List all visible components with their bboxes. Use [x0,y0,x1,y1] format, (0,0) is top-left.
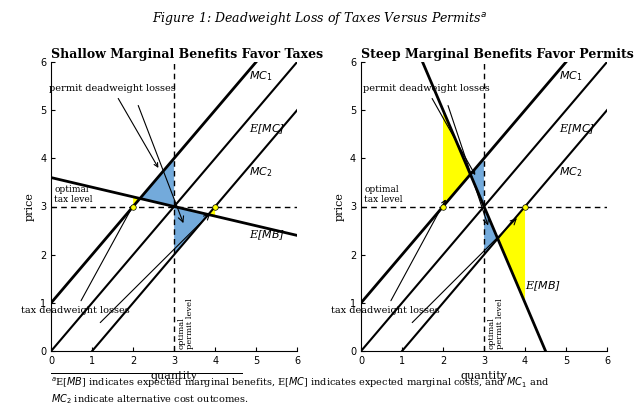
Text: permit deadweight losses: permit deadweight losses [49,84,176,167]
Text: E[$MC$]: E[$MC$] [558,122,595,136]
Y-axis label: price: price [334,192,344,221]
X-axis label: quantity: quantity [461,371,507,382]
Text: optimal
tax level: optimal tax level [54,185,93,204]
Text: tax deadweight losses: tax deadweight losses [331,200,445,315]
Text: permit deadweight losses: permit deadweight losses [363,84,490,174]
Text: $MC_1$: $MC_1$ [249,69,272,83]
Polygon shape [133,197,140,206]
Text: tax deadweight losses: tax deadweight losses [21,205,134,315]
Polygon shape [208,206,215,216]
Polygon shape [498,206,525,303]
Polygon shape [443,110,470,206]
Text: E[$MB$]: E[$MB$] [525,280,561,293]
Text: $MC_1$: $MC_1$ [558,69,582,83]
Polygon shape [470,158,484,206]
Text: Shallow Marginal Benefits Favor Taxes: Shallow Marginal Benefits Favor Taxes [51,48,323,61]
Y-axis label: price: price [24,192,35,221]
X-axis label: quantity: quantity [151,371,197,382]
Text: optimal
permit level: optimal permit level [178,298,194,349]
Text: $^a$E[$MB$] indicates expected marginal benefits, E[$MC$] indicates expected mar: $^a$E[$MB$] indicates expected marginal … [51,376,550,406]
Text: optimal
permit level: optimal permit level [488,298,504,349]
Text: E[$MB$]: E[$MB$] [249,228,285,242]
Text: Figure 1: Deadweight Loss of Taxes Versus Permits$^{a}$: Figure 1: Deadweight Loss of Taxes Versu… [152,10,487,27]
Polygon shape [174,206,208,255]
Text: $MC_2$: $MC_2$ [558,166,582,179]
Text: $MC_2$: $MC_2$ [249,166,272,179]
Text: E[$MC$]: E[$MC$] [249,122,285,136]
Polygon shape [484,206,498,255]
Polygon shape [140,158,174,206]
Text: Steep Marginal Benefits Favor Permits: Steep Marginal Benefits Favor Permits [361,48,634,61]
Text: optimal
tax level: optimal tax level [364,185,403,204]
